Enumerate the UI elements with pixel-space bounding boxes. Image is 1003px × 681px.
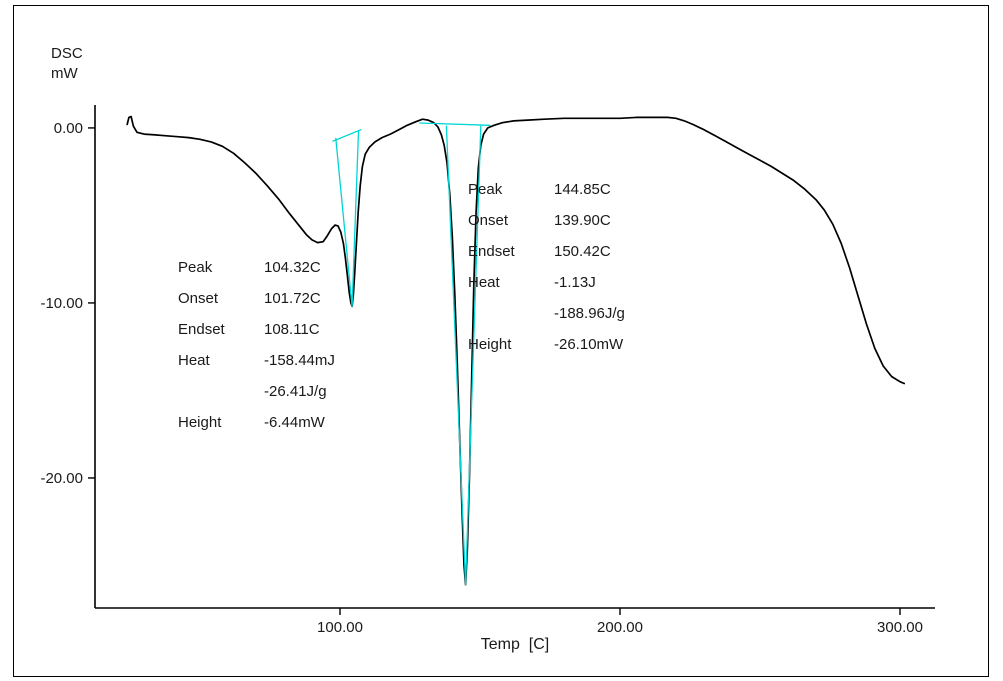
annotation-row: -188.96J/g: [468, 305, 625, 323]
annotation-label: Heat: [178, 352, 210, 369]
annotation-value: 104.32C: [264, 259, 321, 276]
integration-tangent-peak1: [335, 130, 360, 308]
annotation-value: 144.85C: [554, 181, 611, 198]
annotation-value: -1.13J: [554, 274, 596, 291]
x-axis-title: Temp [C]: [480, 636, 550, 653]
annotation-label: Onset: [468, 212, 509, 229]
annotation-label: Endset: [468, 243, 515, 260]
annotation-value: -26.41J/g: [264, 383, 327, 400]
annotation-block-1: Peak 104.32C Onset 101.72C Endset 108.11C Heat…: [178, 259, 335, 445]
annotation-row: Endset 108.11C: [178, 321, 335, 339]
annotation-label: Height: [178, 414, 222, 431]
y-axis-title-line1: DSC: [51, 45, 83, 62]
annotation-value: -6.44mW: [264, 414, 325, 431]
annotation-label: Endset: [178, 321, 225, 338]
annotation-row: Height -6.44mW: [178, 414, 335, 432]
annotation-value: 108.11C: [264, 321, 320, 338]
integration-baseline-peak1: [332, 129, 362, 142]
annotation-row: Heat -1.13J: [468, 274, 625, 292]
annotation-value: 101.72C: [264, 290, 321, 307]
annotation-label: Peak: [468, 181, 503, 198]
integration-tangent-peak2: [445, 125, 482, 586]
y-tick-label: 0.00: [54, 120, 83, 137]
annotation-value: 150.42C: [554, 243, 611, 260]
annotation-value: 139.90C: [554, 212, 611, 229]
y-tick-label: -20.00: [40, 470, 83, 487]
x-tick-label: 300.00: [877, 619, 923, 636]
y-tick-label: -10.00: [40, 295, 83, 312]
annotation-value: -188.96J/g: [554, 305, 625, 322]
annotation-row: Heat -158.44mJ: [178, 352, 335, 370]
dsc-curve: [126, 115, 906, 586]
annotation-value: -26.10mW: [554, 336, 624, 353]
annotation-row: Endset 150.42C: [468, 243, 625, 261]
annotation-label: [468, 305, 554, 323]
annotation-value: -158.44mJ: [264, 352, 335, 369]
annotation-row: Height -26.10mW: [468, 336, 625, 354]
annotation-label: Height: [468, 336, 512, 353]
annotation-label: Heat: [468, 274, 500, 291]
annotation-block-2: Peak 144.85C Onset 139.90C Endset 150.42C Heat…: [468, 181, 625, 367]
x-tick-label: 100.00: [317, 619, 363, 636]
y-axis-title: DSC mW: [51, 44, 83, 84]
annotation-row: Peak 144.85C: [468, 181, 625, 199]
annotation-row: Onset 101.72C: [178, 290, 335, 308]
y-axis-title-line2: mW: [51, 65, 78, 82]
annotation-row: -26.41J/g: [178, 383, 335, 401]
annotation-row: Onset 139.90C: [468, 212, 625, 230]
annotation-label: [178, 383, 264, 401]
annotation-row: Peak 104.32C: [178, 259, 335, 277]
annotation-label: Onset: [178, 290, 219, 307]
integration-baseline-peak2: [419, 122, 491, 126]
annotation-label: Peak: [178, 259, 213, 276]
x-tick-label: 200.00: [597, 619, 643, 636]
